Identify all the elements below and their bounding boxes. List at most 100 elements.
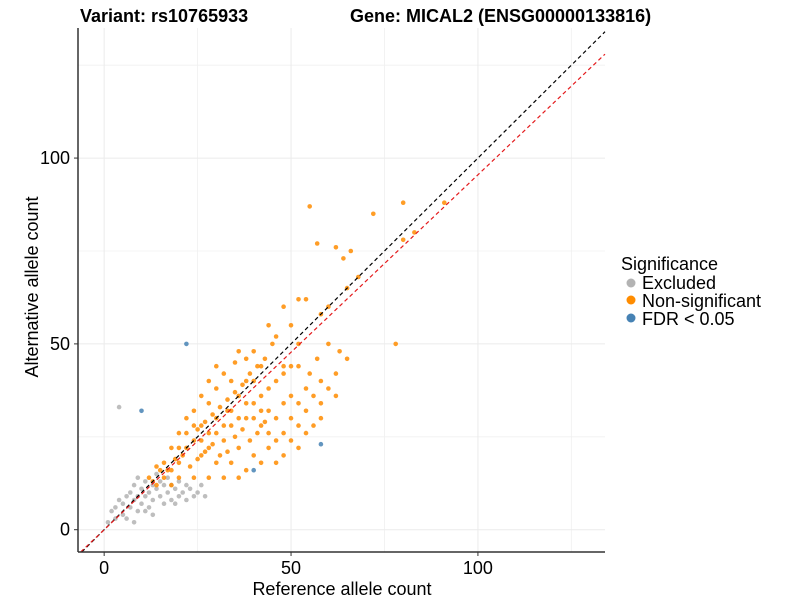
point-non-significant: [255, 430, 260, 436]
point-non-significant: [202, 449, 208, 455]
point-non-significant: [258, 423, 264, 428]
point-non-significant: [314, 241, 320, 246]
point-non-significant: [266, 430, 271, 436]
point-non-significant: [214, 460, 219, 466]
point-non-significant: [247, 438, 253, 443]
point-excluded: [172, 501, 178, 507]
legend-label-excluded: Excluded: [642, 273, 716, 293]
point-non-significant: [333, 371, 339, 376]
point-non-significant: [225, 449, 230, 455]
point-fdr-0-05: [184, 341, 189, 347]
point-non-significant: [157, 467, 163, 473]
point-non-significant: [236, 349, 241, 354]
point-excluded: [169, 497, 174, 503]
point-excluded: [176, 494, 182, 499]
point-non-significant: [225, 397, 230, 402]
point-non-significant: [176, 445, 182, 451]
point-non-significant: [303, 386, 309, 391]
point-excluded: [184, 497, 189, 503]
point-non-significant: [341, 256, 346, 261]
point-excluded: [161, 501, 167, 507]
point-non-significant: [243, 415, 249, 421]
point-excluded: [157, 494, 163, 499]
point-non-significant: [288, 415, 294, 421]
point-non-significant: [348, 248, 354, 254]
point-non-significant: [202, 419, 208, 425]
point-non-significant: [318, 401, 324, 406]
x-axis-title: Reference allele count: [252, 579, 431, 599]
point-non-significant: [326, 386, 331, 391]
plot-area: 0 50 100 0 50 100: [40, 28, 606, 578]
axis-ticks: 0 50 100 0 50 100: [40, 148, 493, 578]
y-axis-title: Alternative allele count: [22, 196, 42, 377]
point-non-significant: [393, 341, 399, 347]
y-tick-label: 100: [40, 148, 70, 168]
point-excluded: [116, 497, 122, 503]
point-excluded: [165, 490, 170, 495]
point-non-significant: [400, 200, 406, 205]
legend: Significance Excluded Non-significant FD…: [621, 254, 761, 329]
point-non-significant: [296, 363, 301, 369]
point-non-significant: [243, 378, 249, 384]
point-fdr-0-05: [318, 441, 324, 447]
point-non-significant: [240, 382, 245, 388]
point-non-significant: [221, 475, 227, 481]
point-excluded: [165, 475, 170, 481]
point-excluded: [143, 494, 148, 499]
point-non-significant: [258, 363, 264, 369]
point-non-significant: [266, 445, 271, 451]
point-excluded: [150, 497, 156, 503]
point-non-significant: [228, 423, 234, 428]
point-non-significant: [337, 349, 342, 354]
point-non-significant: [243, 401, 249, 406]
point-non-significant: [217, 453, 223, 458]
legend-swatch-non-significant: [626, 295, 636, 305]
point-non-significant: [206, 430, 212, 436]
point-excluded: [131, 520, 137, 525]
point-excluded: [150, 512, 156, 518]
point-non-significant: [221, 423, 227, 428]
y-tick-label: 50: [50, 334, 70, 354]
point-excluded: [139, 486, 144, 492]
point-non-significant: [154, 482, 159, 488]
point-non-significant: [400, 237, 406, 243]
point-excluded: [109, 508, 114, 514]
point-non-significant: [161, 475, 167, 481]
point-non-significant: [251, 415, 256, 421]
point-non-significant: [371, 211, 376, 217]
point-excluded: [143, 508, 148, 514]
point-non-significant: [232, 389, 238, 395]
point-excluded: [135, 475, 141, 481]
point-non-significant: [344, 356, 350, 362]
point-non-significant: [154, 464, 159, 469]
point-excluded: [139, 501, 144, 507]
point-non-significant: [221, 371, 227, 376]
point-non-significant: [187, 464, 193, 469]
point-non-significant: [281, 371, 286, 376]
point-excluded: [154, 486, 159, 492]
point-excluded: [172, 486, 178, 492]
point-non-significant: [307, 204, 313, 209]
legend-item-fdr: FDR < 0.05: [626, 309, 735, 329]
point-non-significant: [273, 438, 279, 443]
legend-swatch-excluded: [626, 278, 636, 288]
point-non-significant: [303, 430, 309, 436]
point-non-significant: [176, 475, 182, 481]
point-non-significant: [326, 341, 331, 347]
point-non-significant: [251, 349, 256, 354]
point-non-significant: [296, 341, 301, 347]
reference-line-identity: [81, 31, 606, 553]
point-non-significant: [296, 401, 301, 406]
point-non-significant: [146, 475, 152, 481]
point-non-significant: [236, 445, 241, 451]
point-non-significant: [255, 363, 260, 369]
reference-lines: [80, 31, 606, 553]
point-non-significant: [296, 445, 301, 451]
point-excluded: [199, 482, 204, 488]
point-non-significant: [281, 363, 286, 369]
reference-line-fitted: [80, 53, 606, 553]
point-non-significant: [266, 386, 271, 391]
point-excluded: [187, 486, 193, 492]
point-non-significant: [210, 412, 215, 417]
point-non-significant: [311, 393, 316, 399]
